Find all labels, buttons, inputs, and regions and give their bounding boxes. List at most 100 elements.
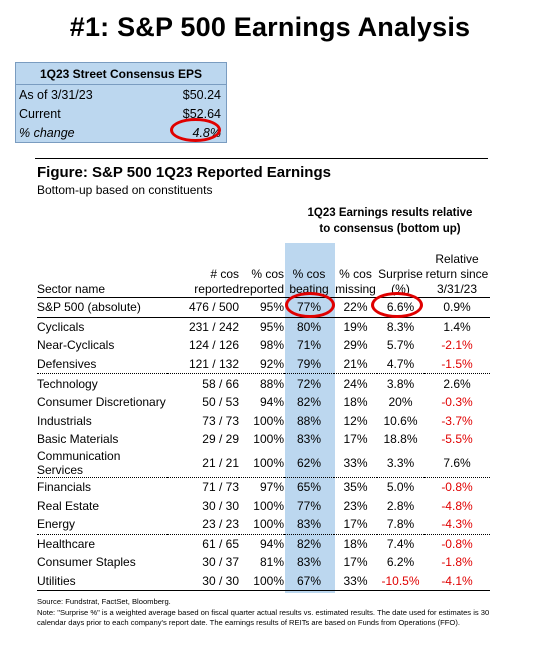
- cell-relative: -3.7%: [441, 413, 473, 428]
- cell-cos: 61 / 65: [202, 536, 239, 551]
- header-pct-reported: % cos reported: [239, 245, 284, 298]
- cell-sector: Basic Materials: [37, 432, 119, 447]
- cell-missing: 33%: [334, 448, 377, 478]
- table-row: Industrials 73 / 73 100% 88% 12% 10.6% -3.7%: [37, 412, 490, 431]
- cell-surprise: 7.8%: [377, 514, 424, 535]
- cell-relative: -0.8%: [441, 536, 473, 551]
- cell-cos: 21 / 21: [167, 448, 239, 478]
- cell-beating: 65%: [296, 480, 322, 495]
- cell-relative: -4.3%: [424, 514, 490, 535]
- table-row: Consumer Discretionary 50 / 53 94% 82% 18% 20…: [37, 393, 490, 412]
- cell-surprise: 5.7%: [386, 338, 415, 353]
- cell-relative: -1.5%: [424, 354, 490, 375]
- cell-sector: Cyclicals: [37, 319, 85, 334]
- figure-divider: [35, 158, 488, 159]
- cell-relative: 0.9%: [424, 297, 490, 318]
- eps-row-current: Current $52.64: [16, 104, 226, 123]
- cell-beating: 82%: [296, 536, 322, 551]
- cell-beating: 83%: [284, 514, 334, 535]
- cell-reported: 100%: [239, 514, 284, 535]
- table-row: Technology 58 / 66 88% 72% 24% 3.8% 2.6%: [37, 374, 490, 393]
- cell-relative: -4.1%: [424, 571, 490, 592]
- group-header-line: to consensus (bottom up): [319, 223, 461, 235]
- cell-missing: 17%: [343, 555, 368, 570]
- eps-row-as-of: As of 3/31/23 $50.24: [16, 85, 226, 104]
- header-surprise: Surprise (%): [377, 245, 424, 298]
- figure-subtitle: Bottom-up based on constituents: [37, 183, 213, 197]
- cell-sector: Energy: [37, 514, 167, 535]
- cell-reported: 88%: [259, 376, 284, 391]
- cell-missing: 18%: [343, 395, 368, 410]
- header-relative-return: Relative return since 3/31/23: [424, 245, 490, 298]
- cell-cos: 30 / 30: [202, 498, 239, 513]
- cell-surprise: 20%: [388, 395, 413, 410]
- cell-relative: 2.6%: [443, 376, 471, 391]
- cell-relative: -1.8%: [441, 555, 473, 570]
- cell-surprise: 8.3%: [386, 319, 415, 334]
- cell-cos: 30 / 37: [202, 555, 239, 570]
- cell-cos: 231 / 242: [188, 319, 239, 334]
- cell-cos: 30 / 30: [167, 571, 239, 592]
- cell-sector: Technology: [37, 376, 98, 391]
- cell-cos: 50 / 53: [202, 395, 239, 410]
- consensus-eps-box: 1Q23 Street Consensus EPS As of 3/31/23 …: [15, 62, 227, 143]
- earnings-table: Sector name # cos reported % cos reported …: [37, 245, 490, 592]
- cell-sector: Consumer Staples: [37, 555, 136, 570]
- header-pct-missing: % cos missing: [334, 245, 377, 298]
- cell-sector: Utilities: [37, 571, 167, 592]
- cell-sector: S&P 500 (absolute): [37, 297, 167, 318]
- cell-relative: 7.6%: [424, 448, 490, 478]
- cell-cos: 29 / 29: [202, 432, 239, 447]
- cell-relative: -2.1%: [441, 338, 473, 353]
- cell-sector: Consumer Discretionary: [37, 395, 166, 410]
- cell-cos: 476 / 500: [167, 297, 239, 318]
- note-line: Note: "Surprise %" is a weighted average…: [37, 607, 490, 628]
- header-cos-reported: # cos reported: [167, 245, 239, 298]
- group-header: 1Q23 Earnings results relative to consen…: [290, 205, 490, 237]
- cell-beating: 80%: [296, 319, 322, 334]
- eps-row-value: $50.24: [182, 87, 221, 102]
- cell-cos: 121 / 132: [167, 354, 239, 375]
- cell-surprise: 2.8%: [386, 498, 415, 513]
- cell-relative: -0.8%: [441, 480, 473, 495]
- cell-reported: 100%: [253, 413, 284, 428]
- cell-cos: 58 / 66: [202, 376, 239, 391]
- source-notes: Source: Fundstrat, FactSet, Bloomberg. N…: [37, 597, 507, 629]
- cell-sector: Real Estate: [37, 498, 100, 513]
- cell-missing: 21%: [334, 354, 377, 375]
- cell-reported: 100%: [239, 448, 284, 478]
- cell-beating: 67%: [284, 571, 334, 592]
- header-sector: Sector name: [37, 245, 167, 298]
- cell-cos: 73 / 73: [202, 413, 239, 428]
- cell-beating: 82%: [296, 395, 322, 410]
- cell-beating: 88%: [296, 413, 322, 428]
- eps-box-header: 1Q23 Street Consensus EPS: [16, 63, 226, 85]
- cell-beating: 71%: [296, 338, 322, 353]
- table-header-row: Sector name # cos reported % cos reported …: [37, 245, 490, 298]
- cell-missing: 22%: [334, 297, 377, 318]
- eps-row-label: As of 3/31/23: [19, 87, 93, 102]
- eps-row-label: % change: [19, 125, 75, 140]
- cell-beating: 72%: [296, 376, 322, 391]
- cell-beating: 79%: [284, 354, 334, 375]
- source-line: Source: Fundstrat, FactSet, Bloomberg.: [37, 597, 171, 606]
- sp500-surprise-highlight-oval: [371, 292, 423, 318]
- cell-surprise: 10.6%: [383, 413, 418, 428]
- cell-surprise: 3.3%: [377, 448, 424, 478]
- cell-reported: 98%: [259, 338, 284, 353]
- figure-title: Figure: S&P 500 1Q23 Reported Earnings: [37, 164, 331, 181]
- table-row: Utilities 30 / 30 100% 67% 33% -10.5% -4.1%: [37, 571, 490, 592]
- cell-relative: 1.4%: [443, 319, 471, 334]
- table-row: Real Estate 30 / 30 100% 77% 23% 2.8% -4.8%: [37, 496, 490, 515]
- cell-beating: 83%: [296, 432, 322, 447]
- cell-surprise: -10.5%: [377, 571, 424, 592]
- cell-missing: 33%: [334, 571, 377, 592]
- cell-reported: 100%: [253, 498, 284, 513]
- table-row: Near-Cyclicals 124 / 126 98% 71% 29% 5.7% -2.1…: [37, 336, 490, 355]
- eps-row-value: $52.64: [182, 106, 221, 121]
- cell-surprise: 6.2%: [386, 555, 415, 570]
- cell-sector: Near-Cyclicals: [37, 338, 115, 353]
- cell-surprise: 18.8%: [383, 432, 418, 447]
- cell-surprise: 7.4%: [386, 536, 415, 551]
- cell-sector: Industrials: [37, 413, 92, 428]
